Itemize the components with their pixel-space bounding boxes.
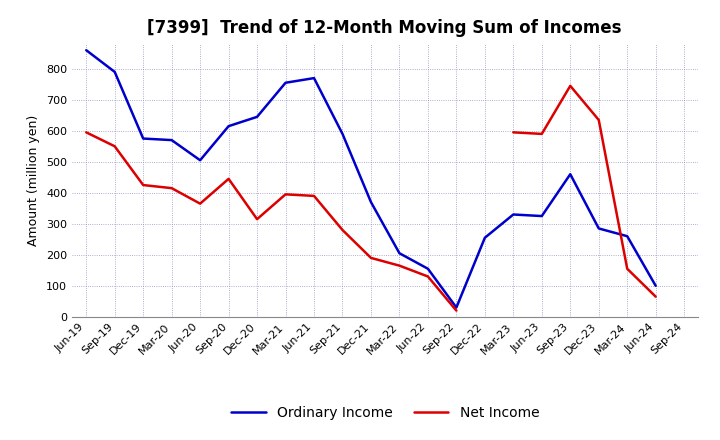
Ordinary Income bbox=[423, 266, 432, 271]
Net Income bbox=[225, 176, 233, 181]
Net Income bbox=[139, 183, 148, 188]
Ordinary Income bbox=[623, 234, 631, 239]
Text: [7399]  Trend of 12-Month Moving Sum of Incomes: [7399] Trend of 12-Month Moving Sum of I… bbox=[147, 19, 621, 37]
Ordinary Income bbox=[310, 76, 318, 81]
Ordinary Income bbox=[253, 114, 261, 120]
Net Income bbox=[167, 186, 176, 191]
Net Income bbox=[310, 193, 318, 198]
Net Income bbox=[282, 192, 290, 197]
Ordinary Income bbox=[225, 124, 233, 129]
Net Income bbox=[366, 255, 375, 260]
Ordinary Income bbox=[139, 136, 148, 141]
Ordinary Income bbox=[110, 69, 119, 74]
Net Income bbox=[82, 130, 91, 135]
Ordinary Income bbox=[452, 305, 461, 310]
Ordinary Income bbox=[282, 80, 290, 85]
Ordinary Income bbox=[509, 212, 518, 217]
Ordinary Income bbox=[480, 235, 489, 240]
Line: Net Income: Net Income bbox=[86, 132, 456, 311]
Legend: Ordinary Income, Net Income: Ordinary Income, Net Income bbox=[225, 400, 545, 425]
Net Income bbox=[110, 143, 119, 149]
Ordinary Income bbox=[366, 199, 375, 205]
Ordinary Income bbox=[196, 158, 204, 163]
Ordinary Income bbox=[167, 137, 176, 143]
Net Income bbox=[253, 216, 261, 222]
Line: Ordinary Income: Ordinary Income bbox=[86, 50, 656, 308]
Ordinary Income bbox=[338, 131, 347, 136]
Net Income bbox=[338, 227, 347, 233]
Ordinary Income bbox=[566, 172, 575, 177]
Ordinary Income bbox=[595, 226, 603, 231]
Net Income bbox=[196, 201, 204, 206]
Ordinary Income bbox=[537, 213, 546, 219]
Ordinary Income bbox=[652, 283, 660, 289]
Ordinary Income bbox=[395, 251, 404, 256]
Net Income bbox=[395, 263, 404, 268]
Net Income bbox=[423, 274, 432, 279]
Y-axis label: Amount (million yen): Amount (million yen) bbox=[27, 115, 40, 246]
Ordinary Income bbox=[82, 48, 91, 53]
Net Income bbox=[452, 308, 461, 313]
